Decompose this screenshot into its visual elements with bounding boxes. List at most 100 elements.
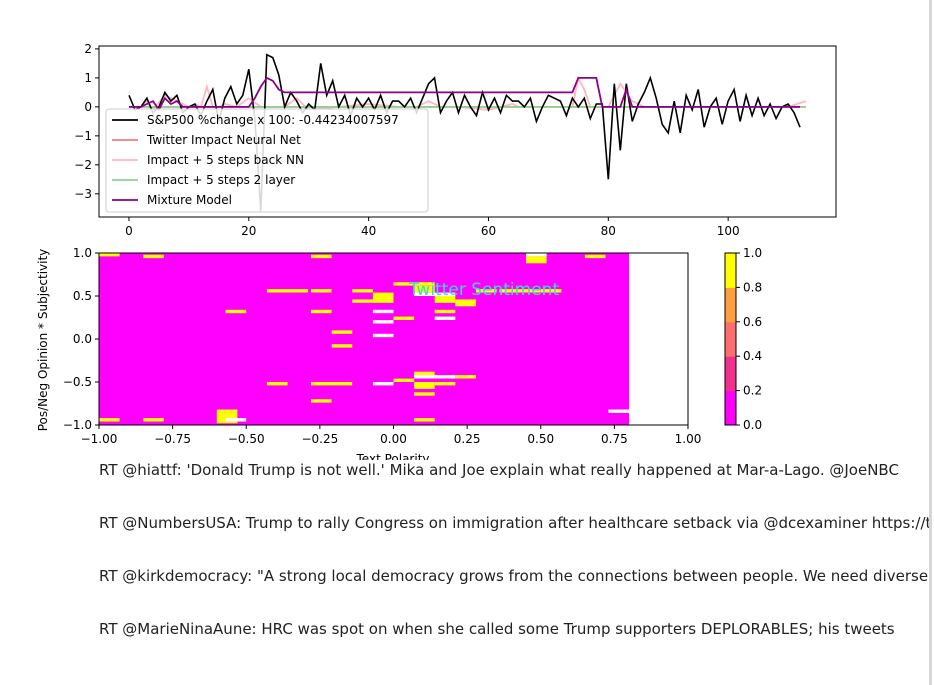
- colorbar-tick-label: 1.0: [743, 246, 762, 260]
- heatmap-cell: [455, 375, 476, 379]
- line-x-tick-label: 20: [241, 224, 256, 238]
- colorbar-frame: [724, 252, 737, 426]
- heatmap-cell: [225, 309, 247, 314]
- heatmap-cell: [434, 375, 456, 379]
- colorbar-segment: [725, 390, 736, 426]
- legend-label: Impact + 5 steps back NN: [147, 153, 304, 167]
- line-x-tick-label: 0: [125, 224, 133, 238]
- heatmap-x-tick-label: 0.50: [527, 432, 554, 446]
- heatmap-cell: [311, 382, 353, 386]
- line-x-tick-label: 40: [361, 224, 376, 238]
- tweet-list: RT @hiattf: 'Donald Trump is not well.' …: [99, 460, 929, 672]
- line-x-axis: 0 20 40 60 80 100: [125, 217, 740, 238]
- legend-label: Mixture Model: [147, 193, 232, 207]
- heatmap-cell: [311, 309, 332, 314]
- heatmap-x-tick-label: −0.50: [228, 432, 265, 446]
- colorbar-tick-label: 0.8: [743, 280, 762, 294]
- line-y-tick-label: 1: [84, 71, 92, 85]
- heatmap-y-tick-label: −0.5: [63, 375, 92, 389]
- heatmap-cell: [372, 320, 394, 324]
- heatmap-cell: [608, 409, 630, 413]
- tweet-item: RT @NumbersUSA: Trump to rally Congress …: [99, 514, 929, 532]
- heatmap-cell: [434, 296, 456, 303]
- line-series-0: [128, 53, 801, 212]
- heatmap-x-tick-label: 1.00: [675, 432, 702, 446]
- heatmap-cell: [352, 289, 373, 293]
- line-series-group: [128, 53, 807, 212]
- tweet-item: RT @hiattf: 'Donald Trump is not well.' …: [99, 461, 899, 479]
- heatmap-cell: [311, 399, 332, 403]
- heatmap-cell: [414, 285, 435, 293]
- heatmap-x-axis: −1.00 −0.75 −0.50 −0.25 0.00 0.25 0.50 0.75 1.00: [81, 425, 702, 446]
- heatmap-cell: [393, 378, 415, 382]
- heatmap-x-tick-label: −0.25: [301, 432, 338, 446]
- heatmap-cell: [99, 418, 120, 422]
- heatmap-cell: [434, 309, 456, 314]
- legend-label: Twitter Impact Neural Net: [146, 133, 301, 147]
- heatmap-cell: [143, 254, 164, 259]
- legend-label: S&P500 %change x 100: -0.44234007597: [147, 113, 399, 127]
- heatmap-cell: [526, 256, 547, 264]
- line-y-tick-label: −1: [74, 129, 92, 143]
- heatmap-cell: [216, 409, 238, 413]
- heatmap-background: [99, 253, 630, 425]
- heatmap-cell: [584, 254, 606, 259]
- heatmap-cell: [540, 289, 562, 293]
- line-legend: S&P500 %change x 100: -0.44234007597 Twit…: [105, 108, 429, 213]
- heatmap-cell: [143, 418, 164, 422]
- heatmap-cell: [476, 289, 497, 293]
- heatmap-cell: [414, 371, 435, 376]
- heatmap-cell: [414, 392, 435, 396]
- heatmap-cell: [352, 299, 373, 303]
- heatmap-cell: [372, 333, 394, 338]
- colorbar: 1.0 0.8 0.6 0.4 0.2 0.0: [724, 246, 762, 432]
- colorbar-segment: [725, 253, 736, 288]
- heatmap-x-tick-label: 0.75: [601, 432, 628, 446]
- heatmap-cell: [266, 382, 288, 386]
- heatmap-cell: [266, 289, 309, 293]
- heatmap-cell: [434, 316, 456, 320]
- heatmap-cell: [499, 289, 541, 293]
- heatmap-y-axis: 1.0 0.5 0.0 −0.5 −1.0: [63, 246, 99, 432]
- line-y-tick-label: −2: [74, 158, 92, 172]
- heatmap-cell: [526, 253, 547, 257]
- line-y-axis: 2 1 0 −1 −2 −3: [74, 42, 99, 201]
- heatmap-cell: [414, 375, 435, 379]
- heatmap-y-tick-label: 0.0: [73, 332, 92, 346]
- heatmap-y-tick-label: 0.5: [73, 289, 92, 303]
- heatmap-cell: [434, 292, 456, 296]
- line-chart: 2 1 0 −1 −2 −3 0 20 40 60 80 100 S&P500 %change x …: [74, 42, 837, 238]
- heatmap-cell: [225, 418, 247, 422]
- heatmap-cell: [393, 316, 415, 320]
- heatmap-ylabel: Pos/Neg Opinion * Subjectivity: [36, 249, 50, 432]
- heatmap-cell: [331, 330, 353, 334]
- line-x-tick-label: 60: [481, 224, 496, 238]
- colorbar-tick-label: 0.6: [743, 315, 762, 329]
- line-y-tick-label: −3: [74, 187, 92, 201]
- heatmap-cell: [372, 382, 394, 386]
- line-y-tick-label: 2: [84, 42, 92, 56]
- tweet-item: RT @kirkdemocracy: "A strong local democ…: [99, 567, 929, 585]
- heatmap-cell: [393, 282, 435, 286]
- line-series-4: [129, 76, 800, 112]
- heatmap-cell: [99, 253, 120, 257]
- heatmap-cell: [414, 292, 435, 296]
- colorbar-segment: [725, 356, 736, 392]
- heatmap-cell: [372, 309, 394, 314]
- heatmap-cell: [331, 344, 353, 348]
- heatmap-x-tick-label: −1.00: [81, 432, 118, 446]
- colorbar-segment: [725, 287, 736, 323]
- heatmap-cell: [434, 382, 456, 386]
- colorbar-tick-label: 0.0: [743, 418, 762, 432]
- line-x-tick-label: 80: [601, 224, 616, 238]
- heatmap-title: Twitter Sentiment: [408, 280, 560, 300]
- heatmap-x-tick-label: 0.00: [380, 432, 407, 446]
- tweet-item: RT @MarieNinaAune: HRC was spot on when …: [99, 620, 895, 638]
- heatmap-chart: Twitter Sentiment −1.00 −0.75 −0.50 −0.25 0.…: [36, 246, 701, 460]
- colorbar-tick-label: 0.2: [743, 384, 762, 398]
- heatmap-cell: [414, 418, 435, 422]
- heatmap-y-tick-label: −1.0: [63, 418, 92, 432]
- window-scrollbar-edge: [929, 0, 932, 685]
- heatmap-cell: [372, 292, 394, 303]
- heatmap-cell: [311, 254, 332, 259]
